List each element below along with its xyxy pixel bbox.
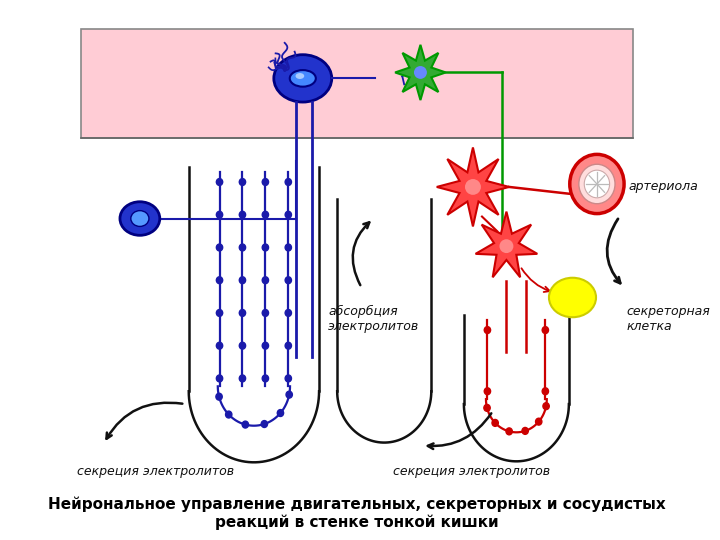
Polygon shape <box>475 212 537 278</box>
Circle shape <box>484 404 490 411</box>
Circle shape <box>542 327 549 334</box>
Circle shape <box>216 179 222 185</box>
Circle shape <box>285 277 292 284</box>
Circle shape <box>584 170 610 198</box>
Circle shape <box>285 375 292 382</box>
Circle shape <box>239 375 246 382</box>
Ellipse shape <box>295 73 305 79</box>
Ellipse shape <box>289 70 316 86</box>
Circle shape <box>216 342 222 349</box>
Polygon shape <box>395 45 446 100</box>
Circle shape <box>579 164 615 204</box>
Text: абсорбция
электролитов: абсорбция электролитов <box>328 306 419 334</box>
Ellipse shape <box>500 239 513 253</box>
Circle shape <box>262 179 269 185</box>
Text: Нейрональное управление двигательных, секреторных и сосудистых
реакций в стенке : Нейрональное управление двигательных, се… <box>48 497 666 530</box>
Ellipse shape <box>131 211 149 226</box>
Circle shape <box>216 277 222 284</box>
Circle shape <box>262 211 269 218</box>
Circle shape <box>506 428 513 435</box>
Circle shape <box>570 154 624 214</box>
Text: секреция электролитов: секреция электролитов <box>76 465 234 478</box>
Circle shape <box>216 211 222 218</box>
Circle shape <box>216 393 222 400</box>
Circle shape <box>262 244 269 251</box>
Circle shape <box>262 375 269 382</box>
Circle shape <box>239 309 246 316</box>
Circle shape <box>542 388 549 395</box>
Circle shape <box>239 277 246 284</box>
Circle shape <box>216 309 222 316</box>
Polygon shape <box>437 147 509 226</box>
Text: секреция электролитов: секреция электролитов <box>393 465 550 478</box>
Circle shape <box>286 391 292 398</box>
Circle shape <box>285 211 292 218</box>
Circle shape <box>239 179 246 185</box>
Text: артериола: артериола <box>629 180 698 193</box>
Circle shape <box>485 327 490 334</box>
Circle shape <box>262 309 269 316</box>
Circle shape <box>242 421 248 428</box>
Circle shape <box>225 411 232 418</box>
Circle shape <box>543 403 549 410</box>
Circle shape <box>492 420 498 427</box>
Circle shape <box>285 179 292 185</box>
Circle shape <box>262 342 269 349</box>
Circle shape <box>216 375 222 382</box>
Bar <box>81 29 633 138</box>
Circle shape <box>485 388 490 395</box>
Circle shape <box>262 277 269 284</box>
Ellipse shape <box>274 55 332 102</box>
Circle shape <box>239 211 246 218</box>
Ellipse shape <box>465 179 481 195</box>
Circle shape <box>536 418 542 425</box>
Circle shape <box>285 342 292 349</box>
Circle shape <box>285 244 292 251</box>
Ellipse shape <box>120 202 160 235</box>
Circle shape <box>277 409 284 416</box>
Ellipse shape <box>549 278 596 317</box>
Circle shape <box>239 244 246 251</box>
Ellipse shape <box>414 66 427 79</box>
Text: секреторная
клетка: секреторная клетка <box>627 306 711 333</box>
Circle shape <box>239 342 246 349</box>
Circle shape <box>261 421 268 428</box>
Circle shape <box>522 428 528 434</box>
Circle shape <box>285 309 292 316</box>
Circle shape <box>216 244 222 251</box>
